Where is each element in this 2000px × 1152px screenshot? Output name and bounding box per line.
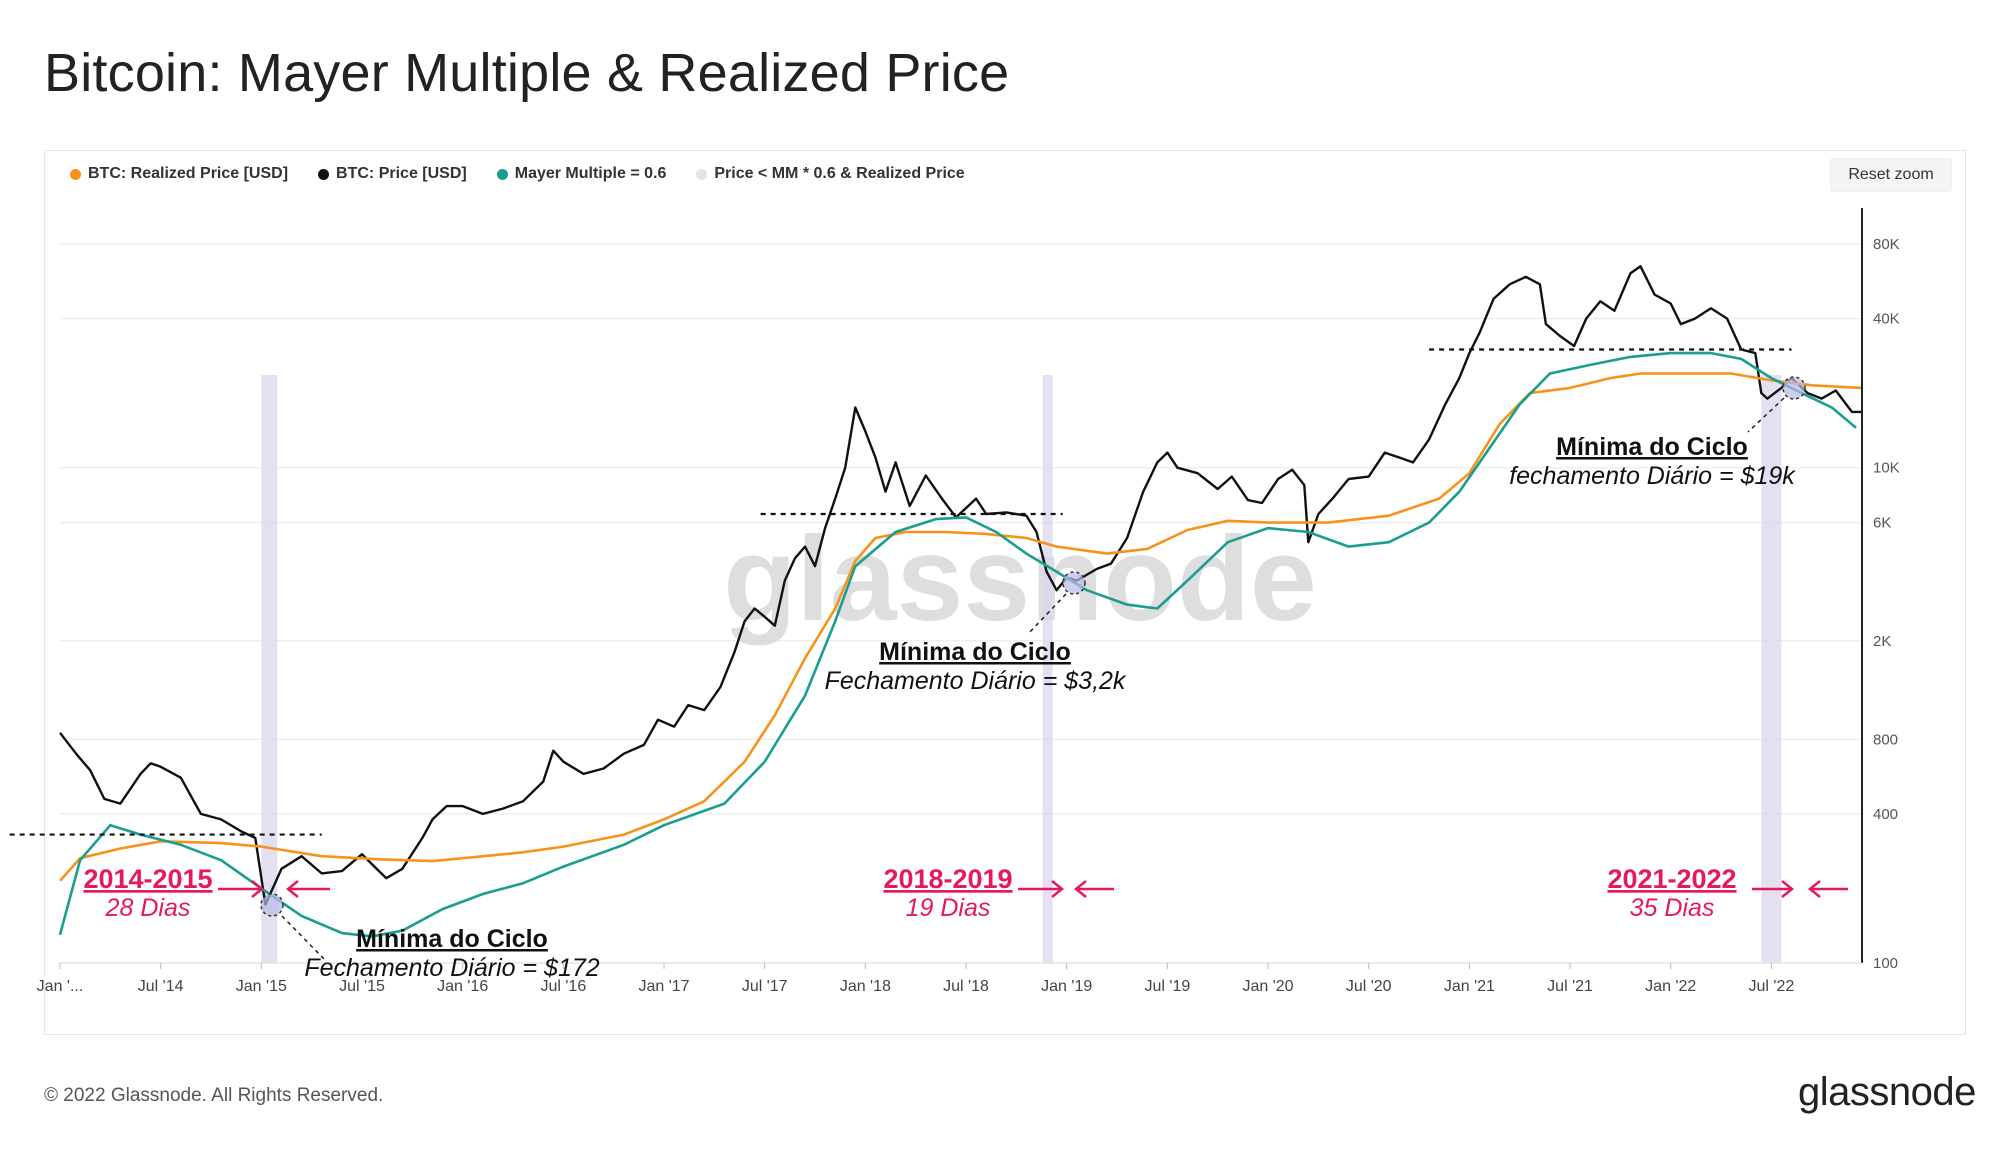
- footer-copyright: © 2022 Glassnode. All Rights Reserved.: [44, 1085, 384, 1106]
- x-tick-label: Jul '15: [339, 978, 385, 995]
- callout-subtitle: Fechamento Diário = $3,2k: [825, 667, 1127, 695]
- callout-title: Mínima do Ciclo: [1556, 433, 1748, 461]
- callout-subtitle: Fechamento Diário = $172: [304, 954, 599, 982]
- x-tick-label: Jan '18: [840, 978, 891, 995]
- y-tick-label: 400: [1873, 806, 1898, 823]
- annotation-2021-2022: 2021-2022 35 Dias: [1607, 864, 1848, 922]
- x-tick-label: Jan '20: [1242, 978, 1293, 995]
- legend-label: Price < MM * 0.6 & Realized Price: [714, 165, 965, 182]
- cycle-low-callout-2018: Mínima do Ciclo Fechamento Diário = $3,2…: [825, 571, 1127, 695]
- annotation-2018-2019: 2018-2019 19 Dias: [883, 864, 1114, 922]
- x-tick-label: Jul '19: [1144, 978, 1190, 995]
- callout-title: Mínima do Ciclo: [356, 925, 548, 953]
- chart-frame: [44, 150, 1966, 1035]
- period-days-label: 35 Dias: [1630, 894, 1715, 922]
- x-tick-label: Jan '22: [1645, 978, 1696, 995]
- y-tick-label: 40K: [1873, 311, 1900, 328]
- y-tick-label: 100: [1873, 955, 1898, 972]
- low-marker-icon: [260, 893, 284, 917]
- legend-dot-icon: [496, 168, 508, 180]
- cycle-low-callout-2015: Mínima do Ciclo Fechamento Diário = $172: [260, 893, 600, 982]
- period-years-label: 2018-2019: [883, 864, 1012, 894]
- series-group: [58, 265, 1863, 938]
- shaded-period: [1761, 375, 1782, 963]
- series-line: [58, 351, 1857, 938]
- cycle-low-callout-2022: Mínima do Ciclo fechamento Diário = $19k: [1509, 376, 1806, 490]
- series-line: [59, 265, 1862, 906]
- legend-item-btc-price[interactable]: BTC: Price [USD]: [318, 165, 467, 183]
- reference-lines: [9, 348, 1792, 836]
- x-tick-label: Jan '...: [37, 978, 84, 995]
- period-years-label: 2021-2022: [1607, 864, 1736, 894]
- x-tick-label: Jul '17: [742, 978, 788, 995]
- legend-item-shaded-region[interactable]: Price < MM * 0.6 & Realized Price: [696, 165, 965, 183]
- arrow-right-icon: [1018, 880, 1065, 898]
- x-tick-label: Jan '21: [1444, 978, 1495, 995]
- callout-title: Mínima do Ciclo: [879, 638, 1071, 666]
- period-days-label: 19 Dias: [906, 894, 991, 922]
- y-tick-label: 2K: [1873, 633, 1891, 650]
- shaded-periods: [261, 375, 1782, 963]
- x-tick-label: Jul '21: [1547, 978, 1593, 995]
- period-days-label: 28 Dias: [105, 894, 191, 922]
- y-tick-label: 6K: [1873, 515, 1891, 532]
- watermark: glassnode: [723, 512, 1317, 646]
- legend-dot-icon: [318, 168, 330, 180]
- legend-item-realized-price[interactable]: BTC: Realized Price [USD]: [70, 165, 288, 183]
- y-tick-label: 10K: [1873, 460, 1900, 477]
- arrow-left-icon: [1073, 880, 1114, 898]
- callout-leader: [281, 915, 326, 961]
- footer-logo: glassnode: [1798, 1070, 1976, 1114]
- x-tick-label: Jul '14: [138, 978, 184, 995]
- legend-label: Mayer Multiple = 0.6: [514, 165, 667, 182]
- low-marker-icon: [1782, 376, 1806, 400]
- legend-dot-icon: [70, 168, 81, 180]
- x-tick-label: Jan '16: [437, 978, 488, 995]
- arrow-right-icon: [1752, 880, 1795, 898]
- arrow-left-icon: [285, 880, 330, 898]
- reset-zoom-button[interactable]: Reset zoom: [1830, 158, 1952, 192]
- y-tick-label: 80K: [1873, 236, 1900, 253]
- shaded-period: [1042, 375, 1053, 963]
- arrow-left-icon: [1807, 880, 1848, 898]
- annotation-2014-2015: 2014-2015 28 Dias: [83, 864, 330, 922]
- x-tick-label: Jan '19: [1041, 978, 1092, 995]
- x-tick-label: Jul '20: [1346, 978, 1392, 995]
- legend-label: BTC: Price [USD]: [336, 165, 467, 182]
- chart-legend: BTC: Realized Price [USD] BTC: Price [US…: [70, 165, 965, 183]
- shaded-period: [261, 375, 278, 963]
- low-marker-icon: [1062, 571, 1086, 595]
- x-tick-label: Jul '22: [1749, 978, 1795, 995]
- y-tick-label: 800: [1873, 731, 1898, 748]
- legend-label: BTC: Realized Price [USD]: [88, 165, 289, 182]
- x-tick-label: Jan '15: [236, 978, 287, 995]
- page-title: Bitcoin: Mayer Multiple & Realized Price: [44, 43, 1010, 103]
- arrow-right-icon: [218, 880, 265, 898]
- legend-dot-icon: [696, 168, 708, 180]
- period-years-label: 2014-2015: [83, 864, 212, 894]
- x-tick-label: Jul '18: [943, 978, 989, 995]
- legend-item-mayer-multiple[interactable]: Mayer Multiple = 0.6: [496, 165, 667, 183]
- x-tick-label: Jul '16: [540, 978, 586, 995]
- callout-leader: [1747, 397, 1785, 433]
- x-tick-label: Jan '17: [638, 978, 689, 995]
- axes: 100 400 800 2K 6K 10K 40K 80K Jan '... Jul '14 Jan…: [37, 208, 1900, 995]
- callout-leader: [1027, 593, 1067, 635]
- callout-subtitle: fechamento Diário = $19k: [1509, 462, 1796, 490]
- series-line: [59, 372, 1863, 882]
